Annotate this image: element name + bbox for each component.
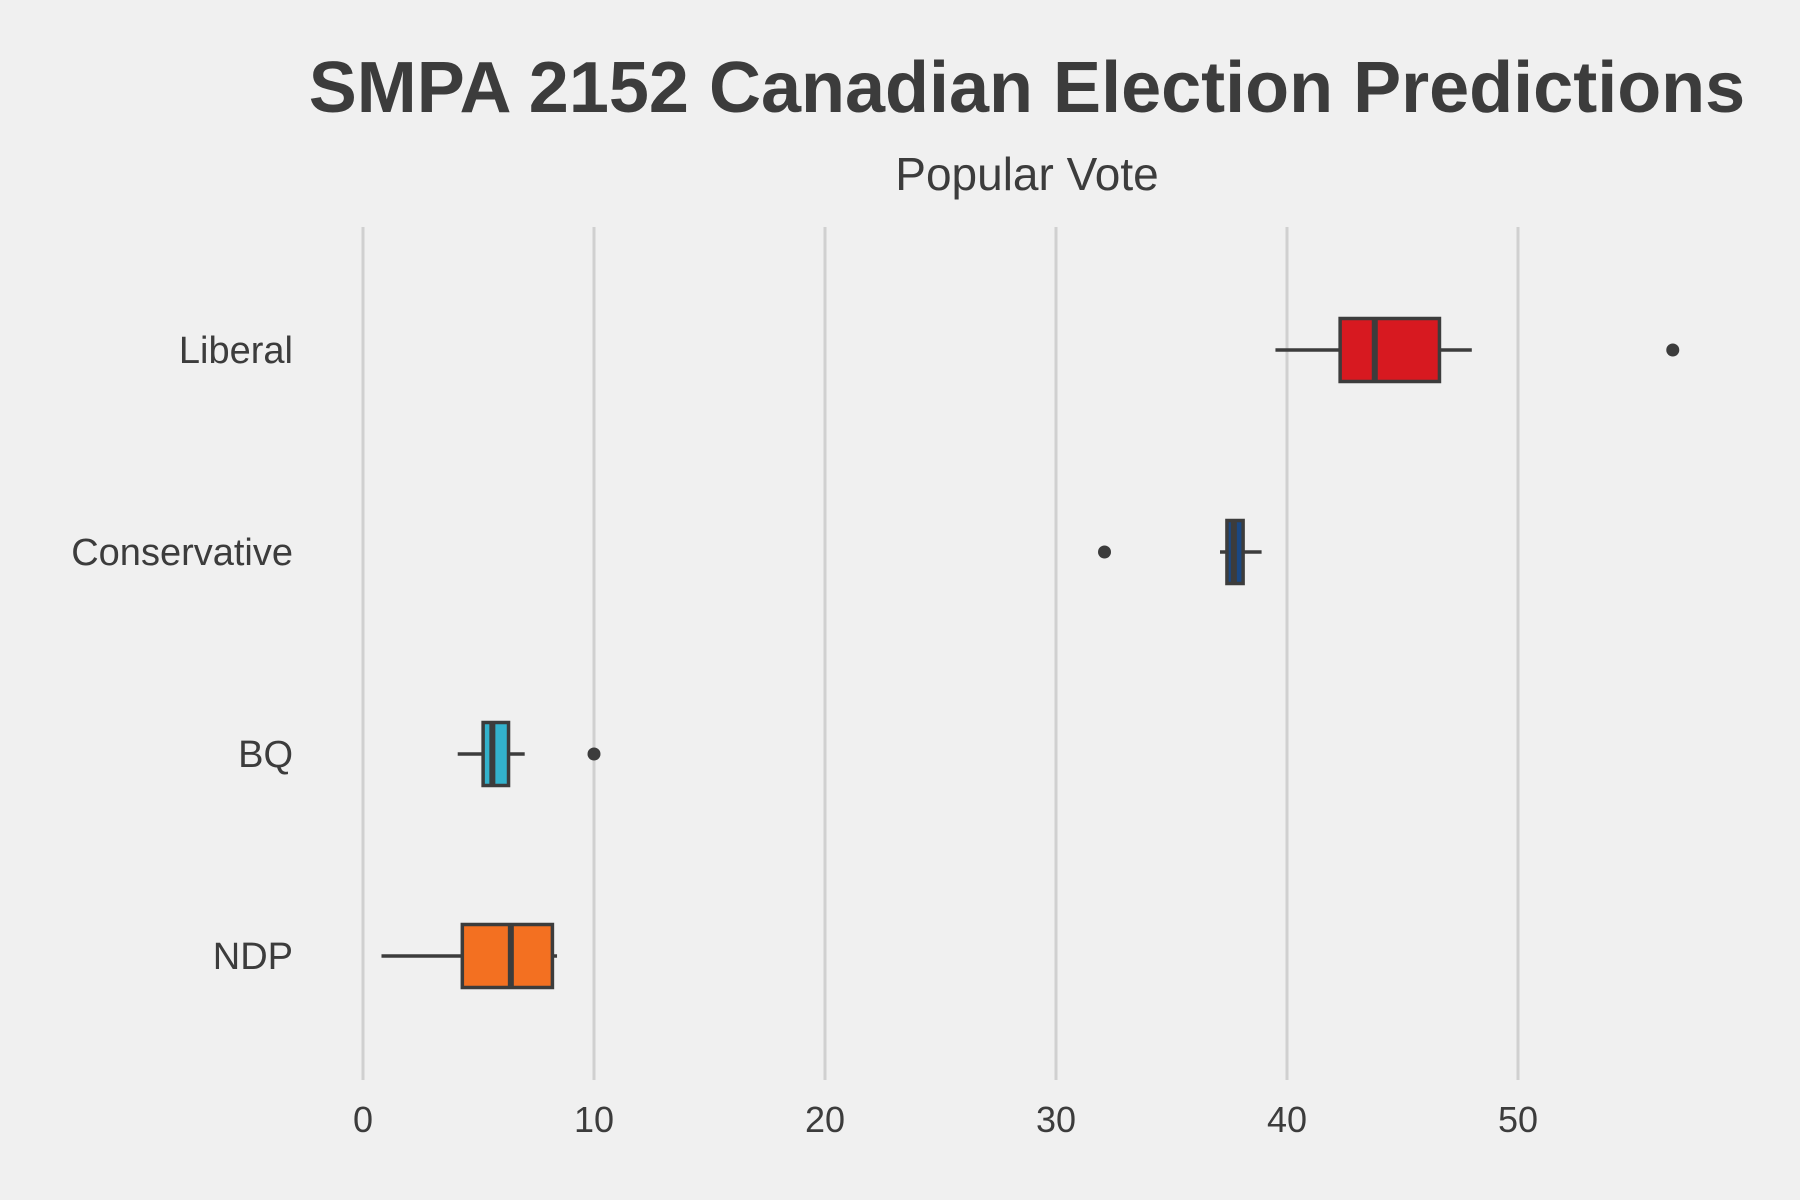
y-category-label: BQ — [238, 734, 293, 776]
box-ndp — [381, 922, 558, 990]
outlier-point — [587, 747, 601, 761]
y-category-label: Liberal — [179, 330, 293, 372]
y-category-label: Conservative — [71, 532, 293, 574]
box-plots — [381, 316, 1680, 990]
x-axis-ticks: 0 10 20 30 40 50 — [353, 1099, 1538, 1140]
y-category-label: NDP — [213, 936, 293, 978]
box-bq — [457, 720, 601, 788]
x-tick-label: 10 — [574, 1099, 614, 1140]
box-conservative — [1098, 518, 1262, 586]
outlier-point — [1666, 343, 1680, 357]
box-liberal — [1275, 316, 1680, 384]
outlier-point — [1098, 545, 1112, 559]
box-iqr — [460, 922, 555, 990]
y-axis-categories: Liberal Conservative BQ NDP — [71, 330, 293, 978]
x-tick-label: 0 — [353, 1099, 373, 1140]
chart-subtitle: Popular Vote — [895, 148, 1158, 200]
x-tick-label: 30 — [1036, 1099, 1076, 1140]
box-iqr — [481, 720, 511, 788]
grid-layer — [361, 227, 1520, 1080]
x-tick-label: 50 — [1498, 1099, 1538, 1140]
box-iqr — [1338, 316, 1442, 384]
chart-title: SMPA 2152 Canadian Election Predictions — [309, 48, 1745, 128]
x-tick-label: 40 — [1267, 1099, 1307, 1140]
x-tick-label: 20 — [805, 1099, 845, 1140]
